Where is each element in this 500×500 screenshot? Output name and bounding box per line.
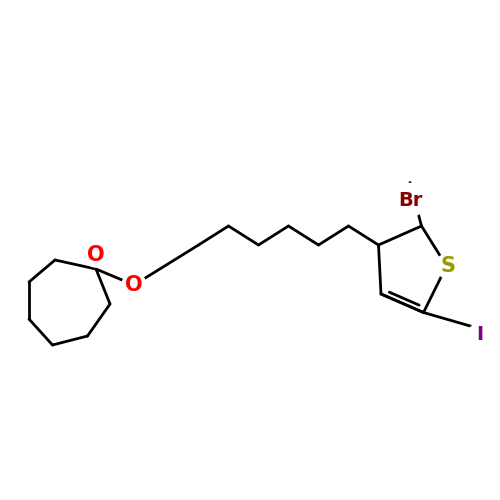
Text: O: O: [125, 275, 143, 295]
Text: O: O: [87, 245, 105, 265]
Text: I: I: [476, 326, 484, 344]
Text: Br: Br: [398, 190, 422, 210]
Circle shape: [122, 273, 146, 297]
Circle shape: [436, 254, 460, 278]
Circle shape: [394, 184, 426, 216]
Circle shape: [84, 243, 108, 267]
Text: S: S: [440, 256, 455, 276]
Circle shape: [468, 323, 492, 347]
